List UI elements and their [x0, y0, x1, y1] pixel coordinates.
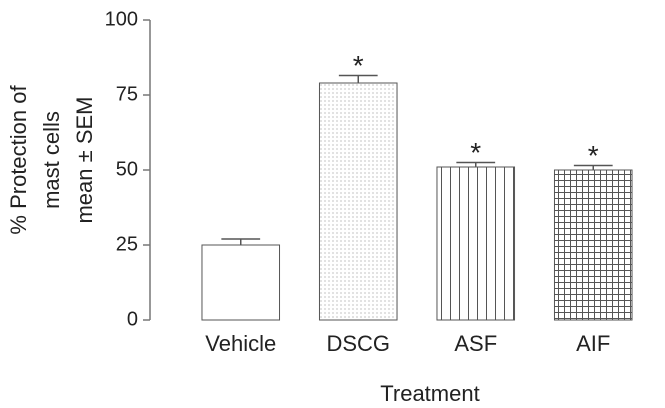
bar	[318, 82, 398, 321]
x-tick-label: AIF	[576, 331, 610, 356]
y-tick-label: 50	[116, 158, 138, 180]
x-tick-label: ASF	[454, 331, 497, 356]
y-axis-title: % Protection of	[6, 85, 31, 235]
bar	[436, 166, 516, 321]
error-bar	[338, 74, 378, 83]
bar	[201, 244, 281, 321]
y-tick-label: 75	[116, 83, 138, 105]
error-bar	[221, 238, 261, 245]
x-axis-title: Treatment	[380, 381, 479, 406]
significance-marker: *	[470, 137, 481, 168]
y-tick-label: 25	[116, 233, 138, 255]
significance-marker: *	[353, 50, 364, 81]
y-tick-label: 0	[127, 308, 138, 330]
x-tick-label: DSCG	[326, 331, 390, 356]
bar	[553, 169, 633, 321]
error-bar	[573, 164, 613, 170]
x-tick-label: Vehicle	[205, 331, 276, 356]
y-axis-title: mean ± SEM	[72, 96, 97, 223]
y-axis-title: mast cells	[39, 111, 64, 209]
significance-marker: *	[588, 140, 599, 171]
error-bar	[456, 161, 496, 167]
y-tick-label: 100	[105, 8, 138, 30]
